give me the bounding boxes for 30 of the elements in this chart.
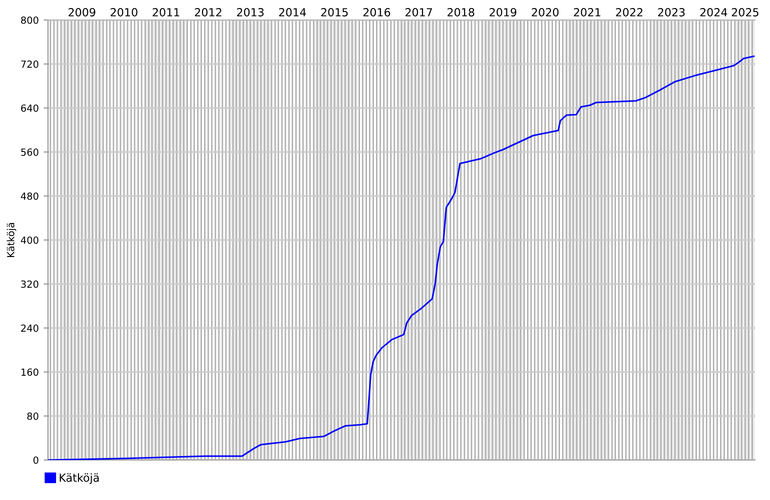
y-tick-label: 320: [21, 280, 38, 288]
x-tick-label: 2022: [616, 8, 642, 16]
y-tick-label: 80: [27, 412, 38, 420]
x-tick-label: 2016: [363, 8, 390, 16]
y-tick-label: 640: [21, 104, 38, 112]
y-axis-title: Kätköjä: [6, 222, 16, 257]
x-tick-label: 2021: [574, 8, 600, 16]
legend-label: Kätköjä: [60, 473, 99, 484]
x-tick-label: 2014: [279, 8, 306, 16]
y-tick-label: 720: [21, 60, 38, 68]
y-tick-label: 480: [20, 192, 38, 200]
x-tick-label: 2025: [732, 8, 758, 16]
y-tick-label: 240: [21, 324, 38, 332]
y-tick-label: 400: [20, 236, 38, 244]
x-tick-label: 2011: [152, 8, 180, 16]
x-tick-label: 2023: [658, 8, 685, 16]
x-tick-label: 2017: [405, 8, 432, 16]
y-tick-label: 160: [21, 368, 38, 376]
x-tick-label: 2009: [68, 8, 96, 16]
x-tick-label: 2019: [490, 8, 516, 16]
y-tick-label: 560: [21, 148, 38, 156]
x-tick-label: 2020: [532, 8, 559, 16]
y-tick-label: 800: [21, 16, 38, 24]
y-tick-label: 0: [33, 456, 38, 464]
x-tick-label: 2015: [321, 8, 348, 16]
x-tick-label: 2012: [194, 8, 222, 16]
x-tick-label: 2018: [448, 8, 474, 16]
x-tick-label: 2010: [110, 8, 138, 16]
x-tick-label: 2013: [237, 8, 264, 16]
x-tick-label: 2024: [700, 8, 728, 16]
